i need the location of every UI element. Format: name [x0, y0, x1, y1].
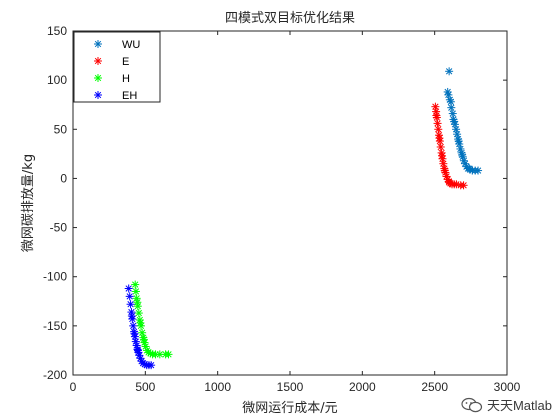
- legend-marker-eh: [94, 91, 102, 99]
- y-tick-label: -50: [50, 221, 68, 235]
- x-tick-label: 500: [135, 380, 155, 394]
- data-point: [431, 102, 440, 111]
- data-point: [465, 164, 474, 173]
- data-point: [432, 111, 441, 120]
- series-e: [431, 102, 468, 190]
- data-point: [438, 151, 447, 160]
- x-tick-label: 1000: [204, 380, 231, 394]
- y-tick-label: 50: [54, 122, 68, 136]
- data-point: [458, 150, 467, 159]
- watermark: 天天Matlab: [461, 395, 552, 414]
- data-points: [124, 67, 483, 370]
- x-tick-label: 3000: [494, 380, 521, 394]
- y-tick-label: -150: [43, 319, 67, 333]
- data-point: [131, 287, 140, 296]
- data-point: [436, 142, 445, 151]
- data-point: [435, 134, 444, 143]
- data-point: [126, 300, 135, 309]
- data-point: [134, 309, 143, 318]
- data-point: [445, 178, 454, 187]
- legend-marker-h: [94, 74, 102, 82]
- series-eh: [124, 284, 156, 370]
- chart-title: 四模式双目标优化结果: [225, 11, 355, 26]
- data-point: [132, 341, 141, 350]
- data-point: [459, 181, 468, 190]
- data-point: [446, 97, 455, 106]
- data-point: [454, 137, 463, 146]
- y-tick-label: 100: [47, 73, 67, 87]
- data-point: [452, 125, 461, 134]
- data-point: [133, 298, 142, 307]
- data-point: [139, 335, 148, 344]
- data-point: [125, 292, 134, 301]
- data-point: [124, 284, 133, 293]
- x-tick-label: 2500: [421, 380, 448, 394]
- legend-marker-e: [94, 57, 102, 65]
- legend-label-eh: EH: [122, 90, 137, 102]
- data-point: [127, 312, 136, 321]
- x-axis-title: 微网运行成本/元: [242, 401, 337, 416]
- data-point: [450, 117, 459, 126]
- data-point: [147, 361, 156, 370]
- legend-label-e: E: [122, 56, 129, 68]
- data-point: [444, 90, 453, 99]
- x-tick-label: 2000: [349, 380, 376, 394]
- legend: WU EH EH: [73, 31, 161, 103]
- series-wu: [443, 67, 483, 175]
- axis-ticks: 0 500 1000 1500 2000 2500 3000 -200 -150 -100 -50 0…: [43, 24, 521, 394]
- data-point: [440, 166, 449, 175]
- y-tick-label: 0: [60, 171, 67, 185]
- data-point: [136, 318, 145, 327]
- x-tick-label: 0: [70, 380, 77, 394]
- data-point: [138, 328, 147, 337]
- y-tick-label: -200: [43, 368, 67, 382]
- watermark-text: 天天Matlab: [486, 398, 552, 413]
- data-point: [453, 130, 462, 139]
- data-point: [434, 125, 443, 134]
- legend-label-wu: WU: [122, 39, 140, 51]
- y-tick-label: 150: [47, 24, 67, 38]
- data-point: [164, 350, 173, 359]
- data-point: [439, 159, 448, 168]
- legend-label-h: H: [122, 73, 130, 85]
- data-point: [474, 166, 483, 175]
- data-point: [133, 346, 142, 355]
- wechat-icon: [461, 397, 483, 412]
- legend-box: [73, 31, 161, 103]
- legend-marker-wu: [94, 40, 102, 48]
- data-point: [130, 329, 139, 338]
- data-point: [131, 280, 140, 289]
- y-tick-label: -100: [43, 270, 67, 284]
- data-point: [129, 321, 138, 330]
- x-tick-label: 1500: [277, 380, 304, 394]
- data-point: [448, 109, 457, 118]
- y-axis-title: 微网碳排放量/kg: [21, 154, 36, 252]
- series-h: [131, 280, 173, 359]
- data-point: [155, 350, 164, 359]
- data-point: [445, 67, 454, 76]
- data-point: [433, 119, 442, 128]
